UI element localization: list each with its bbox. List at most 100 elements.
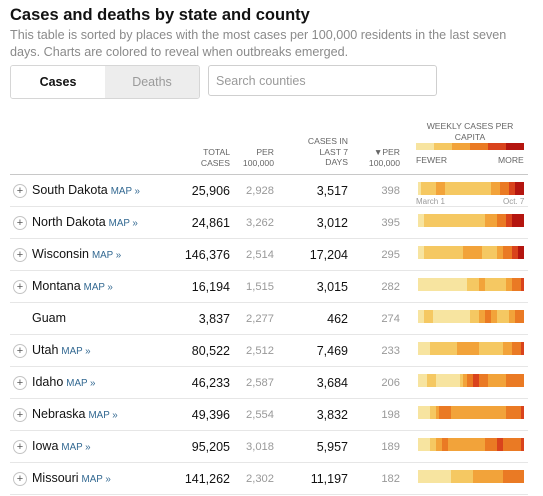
map-link[interactable]: MAP » [66,378,96,389]
table-row: Guam 3,837 2,277 462 274 [10,303,528,335]
weekly-cases-cell [463,310,467,323]
weekly-cases-cell [424,470,428,483]
per-100000-value: 2,587 [246,377,274,389]
weekly-cases-cell [445,374,449,387]
expand-row-button[interactable]: + [13,280,27,294]
weekly-cases-cell [427,374,431,387]
tab-deaths[interactable]: Deaths [105,66,199,98]
weekly-cases-cell [475,214,479,227]
last-7-days-value: 11,197 [310,472,348,486]
expand-row-button[interactable]: + [13,440,27,454]
weekly-cases-cell [502,278,506,291]
legend-color-scale [416,143,524,150]
weekly-cases-cell [499,214,503,227]
weekly-cases-cell [484,278,488,291]
page-subtitle: This table is sorted by places with the … [10,28,507,59]
total-cases-value: 24,861 [191,216,230,230]
weekly-cases-cell [515,246,519,259]
weekly-cases-cell [521,406,525,419]
weekly-cases-cell [487,406,491,419]
search-counties-input[interactable] [208,65,437,96]
state-name-text: Montana [32,279,81,293]
expand-row-button[interactable]: + [13,184,27,198]
weekly-cases-cell [445,406,449,419]
weekly-cases-cell [508,406,512,419]
column-header-per-100000-last-7[interactable]: ▼Per 100,000 [368,147,400,168]
weekly-cases-cell [457,214,461,227]
weekly-cases-cell [451,406,455,419]
state-name-text: Nebraska [32,407,86,421]
expand-row-button[interactable]: + [13,344,27,358]
column-header-cases-last-7-days[interactable]: Cases in last 7 days [307,136,348,167]
weekly-cases-cell [457,438,461,451]
weekly-cases-cell [460,374,464,387]
expand-row-button[interactable]: + [13,248,27,262]
map-link[interactable]: MAP » [108,218,138,229]
weekly-cases-cell [493,470,497,483]
expand-row-button[interactable]: + [13,216,27,230]
map-link[interactable]: MAP » [61,346,91,357]
map-link[interactable]: MAP » [61,442,91,453]
weekly-cases-cell [466,310,470,323]
weekly-cases-cell [454,182,458,195]
weekly-cases-cell [421,214,425,227]
weekly-cases-cell [472,214,476,227]
weekly-cases-cell [457,246,461,259]
weekly-cases-cell [499,438,503,451]
last-7-days-value: 3,684 [316,376,348,390]
legend-swatch [506,143,524,150]
weekly-cases-cell [490,246,494,259]
weekly-cases-cell [490,470,494,483]
weekly-cases-cell [421,406,425,419]
legend-swatch [470,143,488,150]
weekly-cases-cell [439,278,443,291]
weekly-cases-cell [487,342,491,355]
weekly-cases-cell [460,406,464,419]
weekly-cases-cell [439,374,443,387]
weekly-cases-cell [433,214,437,227]
expand-row-button[interactable]: + [13,408,27,422]
weekly-cases-cell [496,374,500,387]
weekly-cases-cell [445,246,449,259]
weekly-cases-chart [418,182,525,195]
table-row: + Missouri MAP » 141,262 2,302 11,197 182 [10,463,528,495]
weekly-cases-cell [448,214,452,227]
weekly-cases-cell [478,438,482,451]
weekly-cases-cell [457,406,461,419]
weekly-cases-cell [421,310,425,323]
weekly-cases-cell [481,278,485,291]
weekly-cases-cell [521,470,525,483]
weekly-cases-cell [505,246,509,259]
weekly-cases-cell [478,342,482,355]
expand-row-button[interactable]: + [13,376,27,390]
legend-swatch [452,143,470,150]
map-link[interactable]: MAP » [81,474,111,485]
state-name: North Dakota MAP » [32,215,138,229]
column-header-total-cases[interactable]: Total cases [200,147,230,168]
weekly-cases-cell [436,278,440,291]
map-link[interactable]: MAP » [110,186,140,197]
state-name-text: North Dakota [32,215,106,229]
weekly-cases-cell [430,310,434,323]
map-link[interactable]: MAP » [83,282,113,293]
weekly-cases-cell [499,278,503,291]
column-header-per-100000[interactable]: Per 100,000 [242,147,274,168]
map-link[interactable]: MAP » [88,410,118,421]
last-7-days-value: 7,469 [316,344,348,358]
weekly-cases-cell [490,438,494,451]
weekly-cases-cell [439,310,443,323]
weekly-cases-cell [511,246,515,259]
tab-cases[interactable]: Cases [11,66,105,98]
weekly-cases-cell [454,438,458,451]
weekly-cases-cell [436,342,440,355]
weekly-cases-cell [439,470,443,483]
weekly-cases-cell [454,246,458,259]
weekly-cases-cell [484,246,488,259]
per-100000-value: 2,302 [246,473,274,485]
weekly-cases-cell [433,374,437,387]
per-100000-value: 2,277 [246,313,274,325]
weekly-cases-cell [515,278,519,291]
weekly-cases-cell [518,374,522,387]
map-link[interactable]: MAP » [91,250,122,261]
expand-row-button[interactable]: + [13,472,27,486]
